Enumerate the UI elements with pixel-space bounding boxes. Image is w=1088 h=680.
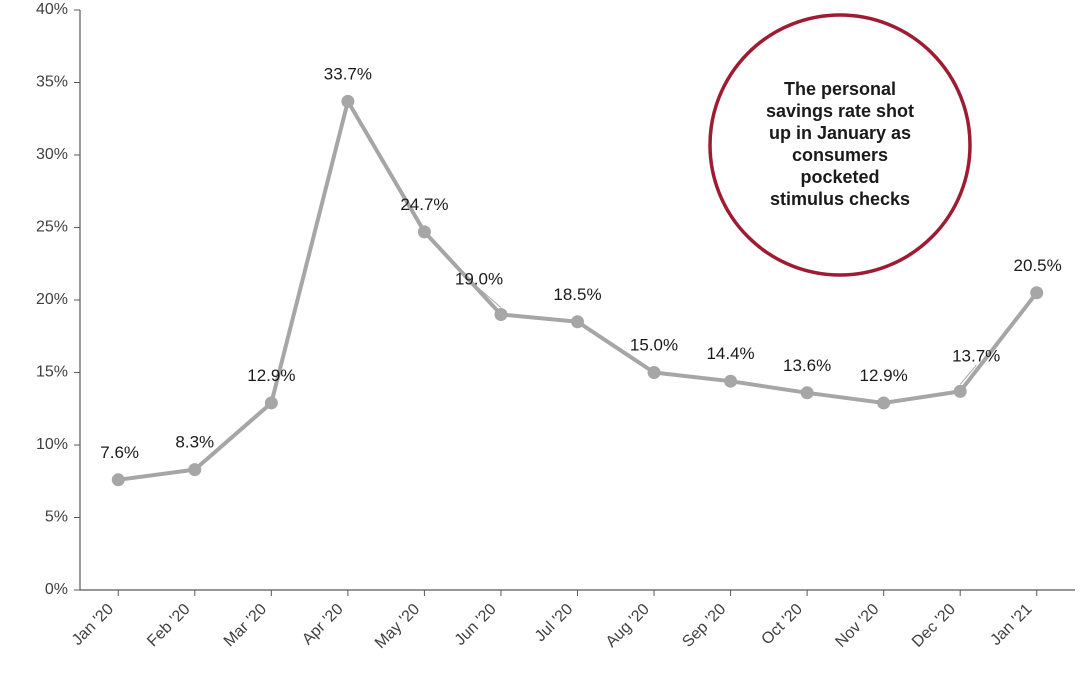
y-axis-tick-label: 10% [36, 436, 68, 453]
data-label: 15.0% [630, 336, 678, 355]
data-label: 20.5% [1014, 256, 1062, 275]
data-point-marker [418, 226, 430, 238]
data-point-marker [878, 397, 890, 409]
data-point-marker [954, 385, 966, 397]
x-axis-tick-label: Jun '20 [452, 601, 500, 649]
data-label: 7.6% [100, 443, 139, 462]
y-axis-tick-label: 35% [36, 74, 68, 91]
y-axis-tick-label: 15% [36, 364, 68, 381]
annotation-text-line: The personal [784, 79, 896, 99]
data-label: 33.7% [324, 64, 372, 83]
data-label: 14.4% [706, 344, 754, 363]
y-axis-tick-label: 0% [45, 581, 68, 598]
data-point-marker [725, 375, 737, 387]
annotation-text-line: consumers [792, 145, 888, 165]
savings-rate-line-chart: 0% 5% 10% 15% 20% 25% 30% 35% 40% Jan '20 Feb '20 M… [0, 0, 1088, 680]
y-axis-tick-label: 40% [36, 1, 68, 18]
data-point-marker [1031, 287, 1043, 299]
y-axis-tick-label: 20% [36, 291, 68, 308]
x-axis-tick-label: May '20 [372, 601, 423, 652]
x-axis-tick-label: Nov '20 [832, 601, 882, 651]
data-label: 18.5% [553, 285, 601, 304]
data-point-marker [495, 309, 507, 321]
data-point-marker [112, 474, 124, 486]
data-label: 24.7% [400, 195, 448, 214]
x-axis-tick-label: Jul '20 [532, 601, 576, 645]
data-point-marker [801, 387, 813, 399]
annotation-text-line: up in January as [769, 123, 911, 143]
data-label: 12.9% [247, 366, 295, 385]
data-label: 19.0% [455, 270, 503, 289]
annotation-text-line: pocketed [800, 167, 879, 187]
annotation-text-line: savings rate shot [766, 101, 914, 121]
x-axis-tick-label: Apr '20 [299, 601, 347, 649]
y-axis-tick-label: 25% [36, 219, 68, 236]
data-label: 13.7% [952, 346, 1000, 365]
x-axis-tick-label: Dec '20 [909, 601, 959, 651]
x-axis-tick-label: Jan '20 [69, 601, 117, 649]
x-axis-tick-label: Oct '20 [758, 601, 806, 649]
data-point-marker [648, 367, 660, 379]
data-label: 13.6% [783, 356, 831, 375]
data-label: 12.9% [860, 366, 908, 385]
data-point-marker [572, 316, 584, 328]
data-label: 8.3% [175, 433, 214, 452]
x-axis-tick-label: Jan '21 [987, 601, 1035, 649]
data-point-marker [342, 95, 354, 107]
x-axis-tick-label: Sep '20 [679, 601, 729, 651]
y-axis-tick-label: 30% [36, 146, 68, 163]
x-axis-tick-label: Aug '20 [603, 601, 653, 651]
annotation-text-line: stimulus checks [770, 189, 910, 209]
y-axis-tick-label: 5% [45, 509, 68, 526]
x-axis-tick-label: Mar '20 [221, 601, 270, 650]
data-point-marker [189, 464, 201, 476]
chart-svg: 0% 5% 10% 15% 20% 25% 30% 35% 40% Jan '20 Feb '20 M… [0, 0, 1088, 680]
x-axis-tick-label: Feb '20 [144, 601, 193, 650]
data-point-marker [265, 397, 277, 409]
